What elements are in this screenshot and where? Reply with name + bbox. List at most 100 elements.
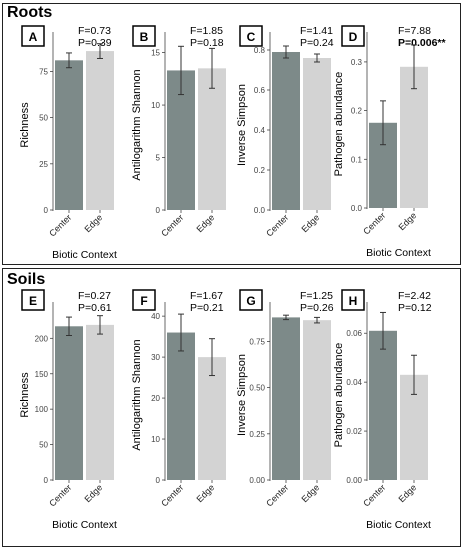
bar-center	[55, 60, 83, 211]
x-tick-label: Center	[47, 212, 73, 238]
panel-label: D	[349, 30, 358, 44]
soils-section	[2, 268, 461, 547]
x-tick-label: Edge	[82, 482, 104, 504]
x-tick-label: Center	[361, 482, 387, 508]
panel-d: D F=7.88P=0.006** 0.0 0.1 0.2 0.3 Pathogen abu…	[333, 25, 446, 259]
soils-section-title: Soils	[7, 271, 46, 288]
stat-label: P=0.006**	[398, 37, 446, 49]
y-tick-label: 0.2	[351, 107, 363, 116]
x-tick-label: Center	[159, 482, 185, 508]
y-tick-label: 0	[44, 206, 49, 215]
y-tick-label: 75	[39, 67, 48, 76]
stat-label: P=0.61	[78, 302, 112, 314]
panel-label-box	[239, 289, 263, 311]
y-axis-label: Pathogen abundance	[333, 343, 345, 448]
y-axis-label: Inverse Simpson	[236, 354, 248, 436]
bar-edge	[198, 357, 226, 480]
y-tick-label: 100	[35, 405, 49, 414]
x-tick-label: Edge	[299, 212, 321, 234]
panel-label-box	[132, 289, 156, 311]
y-tick-label: 10	[151, 435, 160, 444]
bar-center	[272, 52, 300, 210]
y-tick-label: 0.00	[346, 476, 362, 485]
panel-label-box	[21, 289, 45, 311]
y-axis-label: Richness	[19, 372, 31, 418]
panel-label: A	[29, 30, 38, 44]
stat-label: P=0.26	[300, 302, 334, 314]
panel-e: E F=0.27P=0.61 0 50 100 150 200 Richness Center E…	[19, 289, 117, 531]
y-tick-label: 0	[44, 476, 49, 485]
y-tick-label: 0.4	[254, 126, 266, 135]
bar-edge	[303, 58, 331, 210]
y-tick-label: 50	[39, 114, 48, 123]
y-tick-label: 0	[156, 206, 161, 215]
y-axis-label: Richness	[19, 102, 31, 148]
x-tick-label: Edge	[396, 482, 418, 504]
stat-label: F=1.41	[300, 25, 333, 37]
x-tick-label: Center	[361, 210, 387, 236]
panel-label-box	[341, 25, 365, 47]
panel-label-box	[239, 25, 263, 47]
x-tick-label: Edge	[299, 482, 321, 504]
y-axis-label: Antilogarithm Shannon	[131, 69, 143, 180]
y-tick-label: 30	[151, 353, 160, 362]
bar-edge	[303, 320, 331, 480]
stat-label: P=0.24	[300, 37, 334, 49]
x-axis-label: Biotic Context	[52, 249, 117, 261]
y-tick-label: 25	[39, 160, 48, 169]
y-tick-label: 0.3	[351, 58, 363, 67]
stat-label: F=1.67	[190, 290, 223, 302]
y-tick-label: 50	[39, 441, 48, 450]
panel-label: B	[140, 30, 149, 44]
x-tick-label: Center	[47, 482, 73, 508]
y-tick-label: 0.6	[254, 86, 266, 95]
panel-label-box	[21, 25, 45, 47]
panel-b: B F=1.85P=0.18 0 5 10 15 Antilogarithm Shannon…	[131, 25, 226, 239]
x-axis-label: Biotic Context	[366, 519, 431, 531]
panel-c: C F=1.41P=0.24 0.0 0.2 0.4 0.6 0.8 Inverse Simp…	[236, 25, 334, 239]
x-tick-label: Center	[264, 482, 290, 508]
x-tick-label: Center	[264, 212, 290, 238]
y-tick-label: 0.25	[249, 430, 265, 439]
bar-edge	[400, 66, 428, 208]
panel-label-box	[341, 289, 365, 311]
y-axis-label: Antilogarithm Shannon	[131, 339, 143, 450]
stat-label: P=0.21	[190, 302, 224, 314]
y-tick-label: 150	[35, 370, 49, 379]
stat-label: F=2.42	[398, 290, 431, 302]
panel-label: C	[247, 30, 256, 44]
y-tick-label: 0.00	[249, 476, 265, 485]
stat-label: F=1.25	[300, 290, 333, 302]
y-tick-label: 0.06	[346, 329, 362, 338]
roots-section-title: Roots	[7, 4, 53, 21]
stat-label: P=0.39	[78, 37, 112, 49]
stat-label: F=7.88	[398, 25, 431, 37]
stat-label: F=1.85	[190, 25, 223, 37]
y-tick-label: 20	[151, 394, 160, 403]
y-axis-label: Inverse Simpson	[236, 84, 248, 166]
bar-center	[55, 326, 83, 480]
y-tick-label: 0.0	[254, 206, 266, 215]
y-tick-label: 0.75	[249, 337, 265, 346]
stat-label: P=0.18	[190, 37, 224, 49]
y-tick-label: 5	[156, 154, 161, 163]
panel-label: E	[29, 294, 37, 308]
x-tick-label: Edge	[82, 212, 104, 234]
panel-a: A F=0.73P=0.39 0 25 50 75 Richness Center Edge Bi…	[19, 25, 117, 261]
panel-label: F	[140, 294, 147, 308]
y-tick-label: 200	[35, 334, 49, 343]
panel-label-box	[132, 25, 156, 47]
y-tick-label: 0.04	[346, 378, 362, 387]
bar-edge	[86, 51, 114, 210]
panel-f: F F=1.67P=0.21 0 10 20 30 40 Antilogarithm Shan…	[131, 289, 226, 509]
y-tick-label: 0.8	[254, 46, 266, 55]
x-tick-label: Center	[159, 212, 185, 238]
y-tick-label: 0.02	[346, 427, 362, 436]
panel-label: H	[349, 294, 358, 308]
y-tick-label: 0.1	[351, 155, 363, 164]
bar-center	[272, 317, 300, 480]
